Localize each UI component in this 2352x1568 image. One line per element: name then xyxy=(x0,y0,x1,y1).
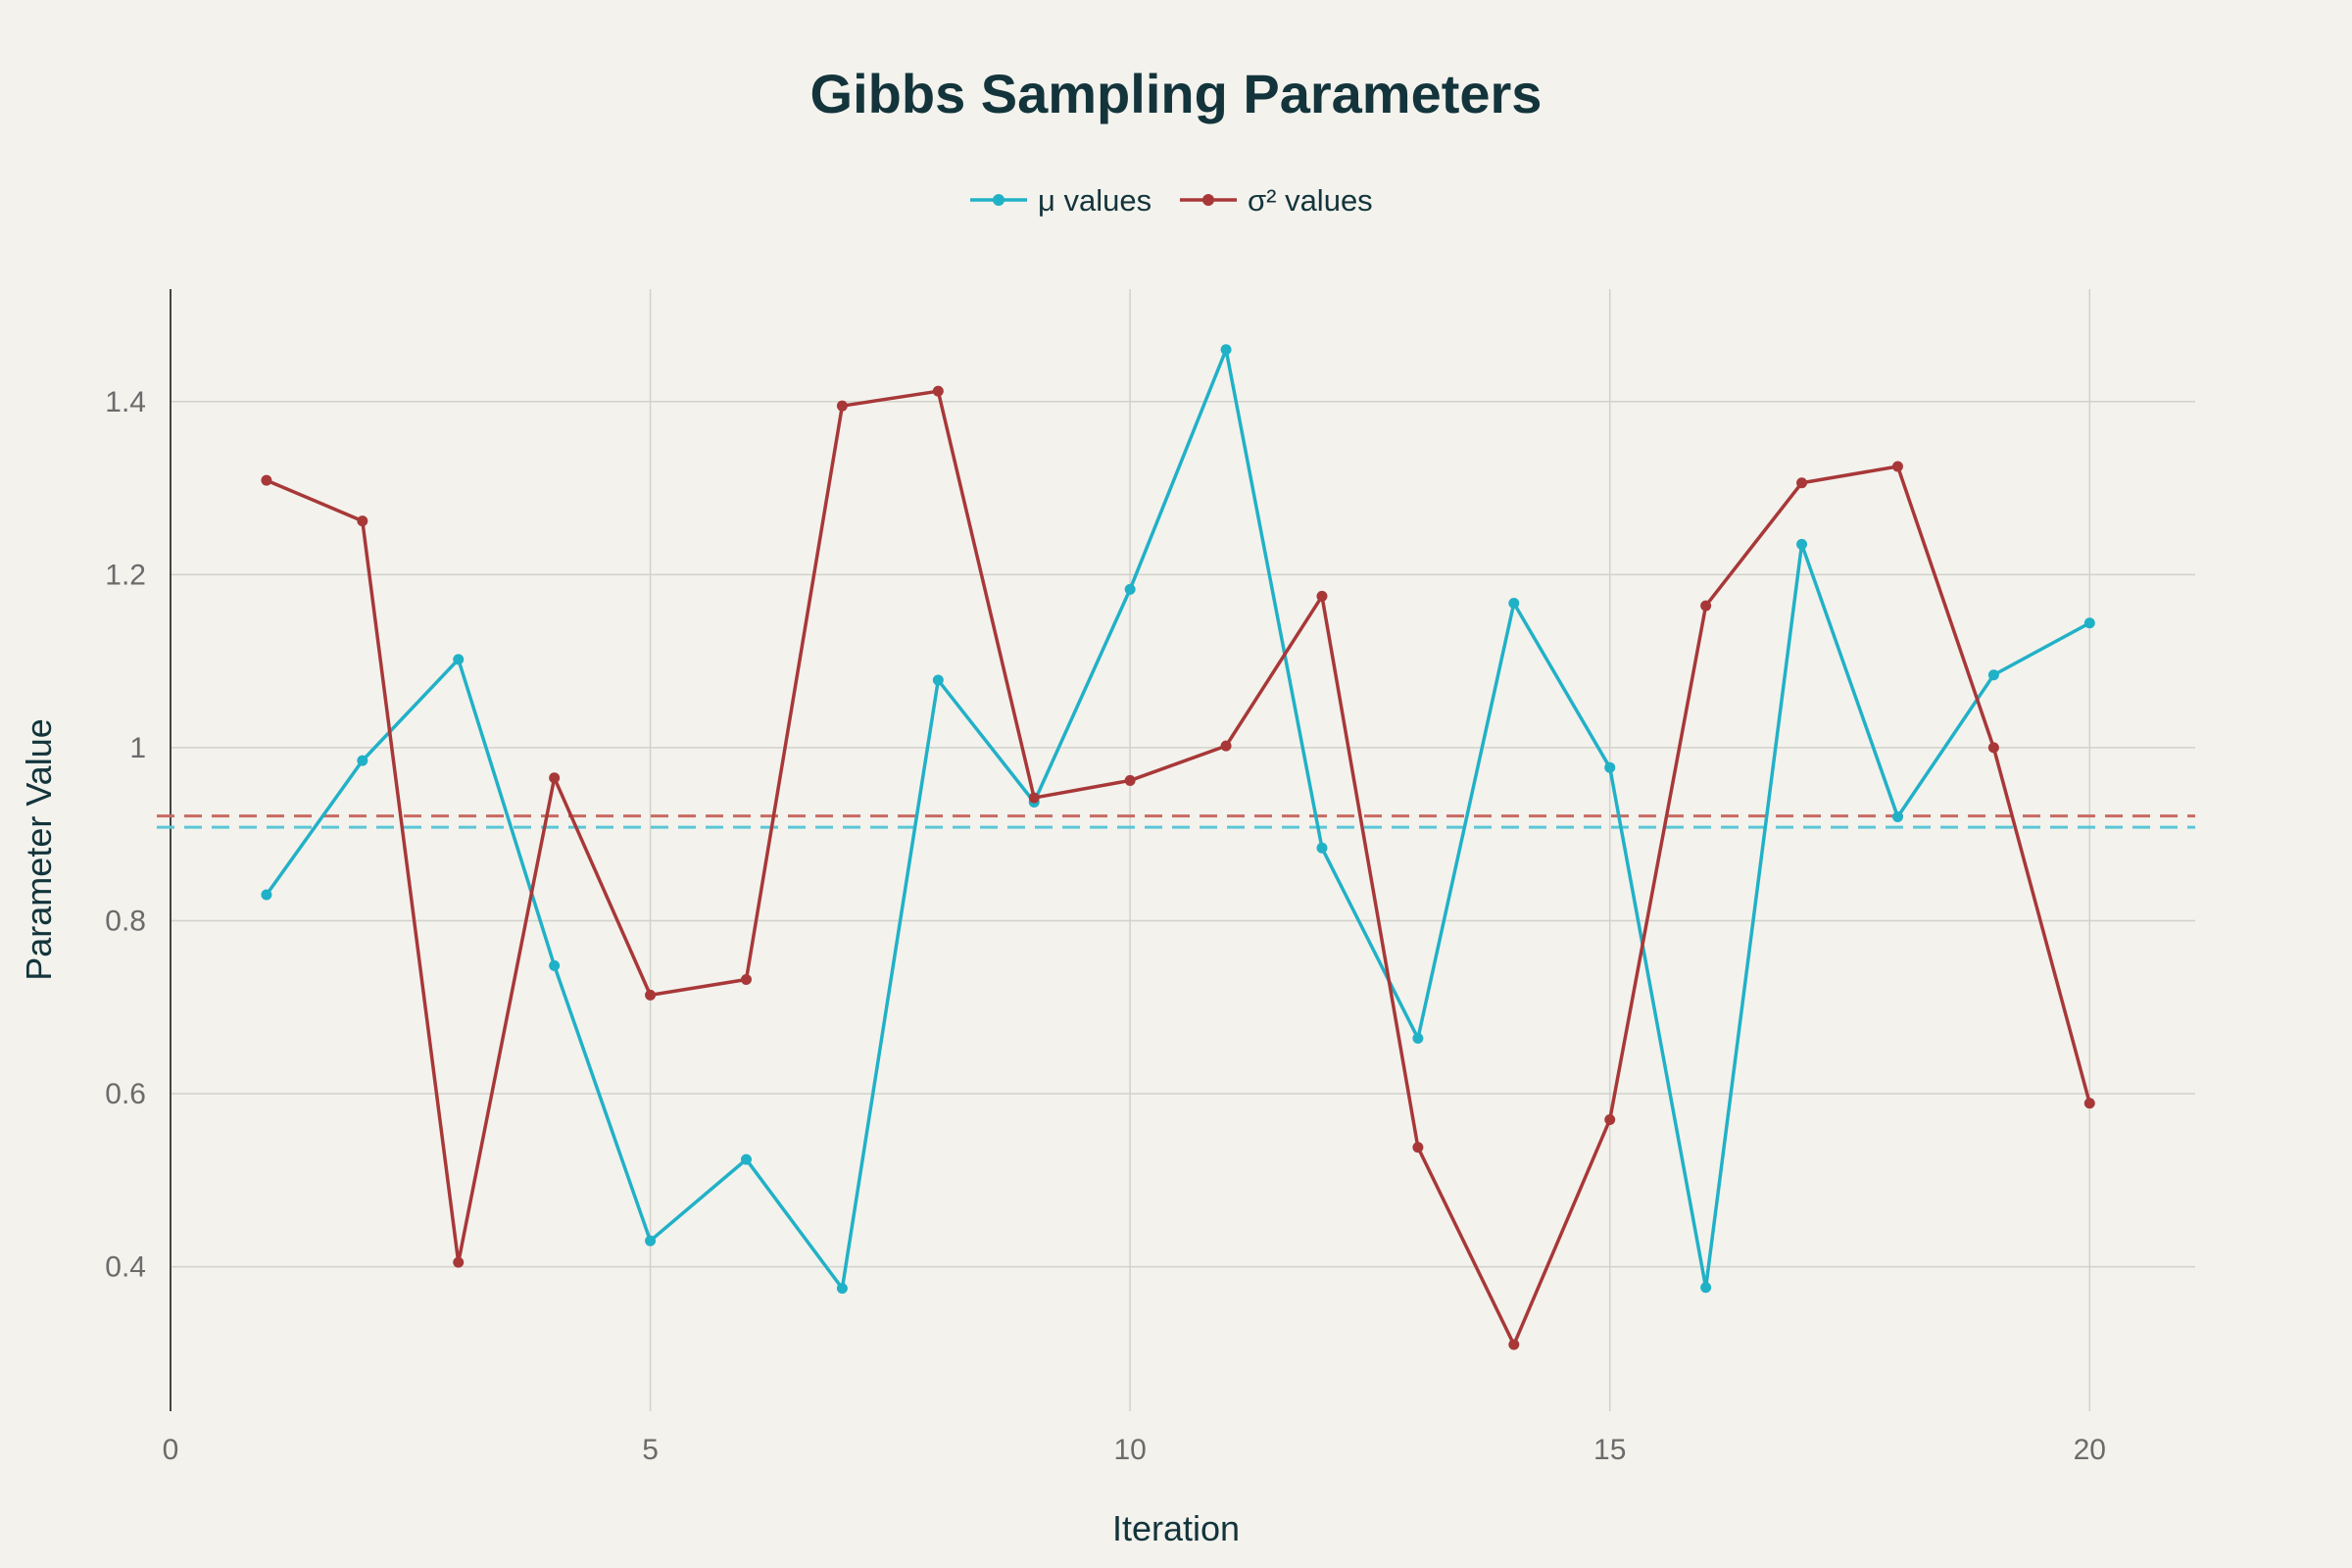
x-tick-label: 15 xyxy=(1593,1434,1626,1466)
mu-data-point[interactable] xyxy=(1124,583,1136,595)
sigma-data-point[interactable] xyxy=(1796,477,1808,489)
sigma-data-point[interactable] xyxy=(645,989,657,1001)
y-tick-label: 1.4 xyxy=(105,386,146,418)
mu-data-point[interactable] xyxy=(1891,811,1903,823)
sigma-data-point[interactable] xyxy=(357,515,368,527)
mu-data-point[interactable] xyxy=(1987,669,1999,681)
legend-item-mu[interactable]: μ values xyxy=(970,183,1152,218)
y-tick-label: 0.4 xyxy=(105,1251,146,1284)
mu-data-point[interactable] xyxy=(740,1153,752,1165)
mu-data-point[interactable] xyxy=(2083,617,2095,629)
legend-item-sigma[interactable]: σ² values xyxy=(1180,183,1373,218)
sigma-data-point[interactable] xyxy=(1316,590,1328,602)
sigma-data-point[interactable] xyxy=(1124,774,1136,786)
x-tick-label: 10 xyxy=(1113,1434,1146,1466)
legend-marker-sigma xyxy=(1202,194,1214,206)
mu-data-point[interactable] xyxy=(1796,538,1808,550)
mu-data-point[interactable] xyxy=(836,1283,848,1295)
y-tick-label: 1.2 xyxy=(105,559,146,591)
x-tick-label: 0 xyxy=(163,1434,179,1466)
mu-data-point[interactable] xyxy=(261,889,272,901)
sigma-data-point[interactable] xyxy=(261,474,272,486)
x-tick-label: 5 xyxy=(642,1434,659,1466)
sigma-data-point[interactable] xyxy=(1220,740,1232,752)
legend-marker-mu xyxy=(993,194,1004,206)
sigma-data-point[interactable] xyxy=(1700,600,1712,612)
mu-data-point[interactable] xyxy=(1604,761,1616,773)
sigma-data-point[interactable] xyxy=(1508,1339,1520,1350)
grid xyxy=(171,289,2195,1411)
legend: μ values σ² values xyxy=(970,183,1373,218)
sigma-data-point[interactable] xyxy=(836,400,848,412)
y-tick-label: 0.8 xyxy=(105,905,146,937)
sigma-data-point[interactable] xyxy=(1028,792,1040,804)
sigma-data-point[interactable] xyxy=(932,385,944,397)
x-axis-title: Iteration xyxy=(1112,1508,1240,1548)
y-tick-label: 0.6 xyxy=(105,1078,146,1110)
mean-lines xyxy=(157,814,2195,829)
sigma-data-point[interactable] xyxy=(1891,461,1903,472)
mu-data-point[interactable] xyxy=(645,1235,657,1247)
legend-label-mu: μ values xyxy=(1038,183,1152,218)
mu-data-point[interactable] xyxy=(1412,1033,1424,1045)
mu-data-point[interactable] xyxy=(1316,842,1328,854)
sigma-data-point[interactable] xyxy=(2083,1098,2095,1109)
mu-data-point[interactable] xyxy=(1220,344,1232,356)
sigma-data-point[interactable] xyxy=(1604,1113,1616,1125)
mu-data-point[interactable] xyxy=(932,674,944,686)
sigma-data-point[interactable] xyxy=(1412,1142,1424,1153)
chart-title: Gibbs Sampling Parameters xyxy=(810,63,1543,124)
sigma-data-point[interactable] xyxy=(740,973,752,985)
y-tick-label: 1 xyxy=(129,732,146,764)
mu-data-point[interactable] xyxy=(1508,597,1520,609)
sigma-series-line xyxy=(266,389,2091,1347)
mu-data-point[interactable] xyxy=(549,959,561,971)
series xyxy=(261,344,2095,1350)
sigma-data-point[interactable] xyxy=(1987,742,1999,754)
sigma-data-point[interactable] xyxy=(549,772,561,784)
y-axis-title: Parameter Value xyxy=(19,718,59,980)
mu-data-point[interactable] xyxy=(1700,1282,1712,1294)
axes: 0 5 10 15 20 0.4 0.6 0.8 1 1.2 1.4 xyxy=(105,289,2106,1466)
mu-data-point[interactable] xyxy=(357,755,368,766)
mu-data-point[interactable] xyxy=(453,654,465,665)
mu-series-line xyxy=(265,348,2091,1291)
legend-label-sigma: σ² values xyxy=(1248,183,1373,218)
sigma-data-point[interactable] xyxy=(453,1256,465,1268)
x-tick-label: 20 xyxy=(2074,1434,2106,1466)
